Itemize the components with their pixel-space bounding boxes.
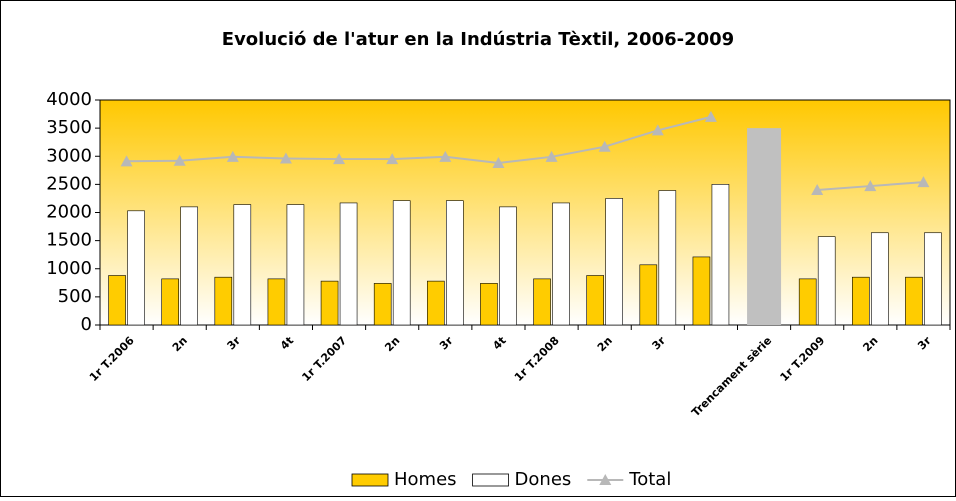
bar	[605, 198, 623, 326]
bar	[924, 232, 942, 326]
bar	[499, 206, 517, 326]
legend-label: Homes	[394, 469, 457, 490]
legend-swatch	[351, 473, 389, 487]
bar	[108, 275, 126, 326]
marker	[226, 150, 239, 162]
marker	[120, 155, 133, 167]
bar	[339, 202, 358, 326]
marker	[651, 124, 664, 136]
bar	[446, 200, 464, 326]
bar	[817, 236, 836, 326]
marker	[811, 184, 824, 195]
bar	[286, 204, 305, 326]
bar	[533, 278, 551, 326]
marker	[333, 153, 346, 165]
bar	[480, 283, 498, 326]
legend-label: Total	[628, 469, 671, 490]
bar	[161, 278, 179, 326]
chart-title: Evolució de l'atur en la Indústria Tèxti…	[222, 29, 734, 50]
bar	[798, 278, 817, 326]
bar	[871, 232, 889, 326]
marker	[545, 150, 558, 162]
bar	[711, 184, 730, 326]
bar	[427, 280, 445, 326]
break-bar	[747, 128, 782, 325]
y-tick-label: 2500	[46, 173, 92, 194]
bar	[552, 202, 570, 326]
y-tick-label: 3500	[46, 117, 92, 138]
bar	[905, 276, 923, 326]
marker	[704, 110, 717, 122]
marker	[864, 180, 877, 192]
y-tick-label: 500	[58, 286, 92, 307]
legend-label: Dones	[515, 469, 572, 490]
y-tick-label: 1500	[46, 230, 92, 251]
marker	[386, 153, 399, 165]
legend-swatch	[472, 473, 509, 487]
bar	[852, 276, 870, 326]
bar	[127, 210, 145, 326]
y-tick-label: 0	[81, 314, 92, 335]
bar	[267, 278, 286, 326]
marker	[598, 140, 611, 152]
bar	[392, 200, 411, 326]
marker	[173, 154, 186, 166]
legend-swatch	[599, 474, 612, 485]
bar	[658, 190, 677, 326]
bar	[320, 280, 339, 326]
bar	[180, 206, 198, 326]
bar	[692, 256, 711, 326]
marker	[492, 157, 505, 168]
bar	[373, 283, 392, 326]
bar	[639, 264, 658, 326]
marker	[917, 176, 930, 188]
bar	[586, 275, 604, 326]
bar	[214, 276, 233, 326]
marker	[439, 150, 452, 162]
y-tick-label: 1000	[46, 258, 92, 279]
y-tick-label: 2000	[46, 202, 92, 223]
y-tick-label: 3000	[46, 145, 92, 166]
bar	[233, 204, 252, 326]
marker	[279, 152, 292, 164]
y-tick-label: 4000	[46, 89, 92, 110]
